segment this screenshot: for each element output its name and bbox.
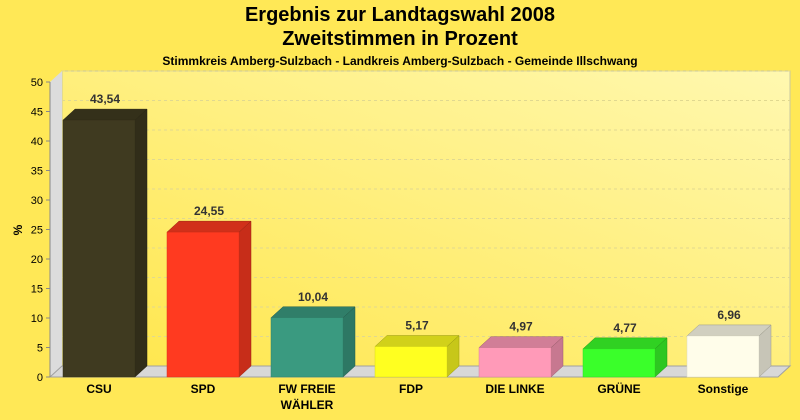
- bar-top: [582, 337, 668, 350]
- bar: [374, 346, 448, 378]
- y-tick-label: 35: [31, 166, 43, 178]
- plot-left-wall: [50, 71, 62, 377]
- y-tick-label: 40: [31, 136, 43, 148]
- value-label: 4,97: [509, 320, 533, 334]
- value-label: 24,55: [194, 204, 224, 218]
- x-tick-label: CSU: [86, 382, 111, 396]
- bar-top: [478, 336, 564, 348]
- bar-top: [62, 108, 148, 121]
- bar-side: [134, 108, 148, 378]
- x-tick-label: FW FREIE: [278, 382, 335, 396]
- bar: [686, 335, 760, 378]
- bar-top: [166, 220, 252, 233]
- y-tick-label: 15: [31, 284, 43, 296]
- value-label: 4,77: [613, 321, 637, 335]
- value-label: 43,54: [90, 92, 120, 106]
- chart-subtitle: Zweitstimmen in Prozent: [282, 28, 518, 50]
- y-tick-label: 25: [31, 225, 43, 237]
- bar-top: [686, 324, 772, 337]
- y-tick-label: 5: [37, 343, 43, 355]
- chart-title: Ergebnis zur Landtagswahl 2008: [244, 4, 556, 26]
- bar: [270, 317, 344, 378]
- x-tick-label: SPD: [191, 382, 216, 396]
- y-tick-label: 45: [31, 107, 43, 119]
- value-label: 6,96: [717, 308, 741, 322]
- x-tick-label: GRÜNE: [597, 381, 640, 396]
- value-label: 10,04: [298, 290, 328, 304]
- bar: [62, 119, 136, 378]
- y-tick-label: 50: [31, 77, 43, 89]
- bar: [582, 348, 656, 378]
- bar-top: [270, 306, 356, 319]
- y-tick-label: 0: [37, 372, 43, 384]
- value-label: 5,17: [405, 318, 429, 332]
- x-tick-label: Sonstige: [698, 382, 749, 396]
- bar-side: [342, 306, 356, 378]
- bar: [478, 347, 552, 378]
- x-tick-label: DIE LINKE: [485, 382, 544, 396]
- y-tick-label: 30: [31, 195, 43, 207]
- y-tick-label: 20: [31, 254, 43, 266]
- y-tick-label: 10: [31, 313, 43, 325]
- bar: [166, 231, 240, 378]
- bar-top: [374, 335, 460, 347]
- bar-side: [238, 220, 252, 378]
- chart-caption: Stimmkreis Amberg-Sulzbach - Landkreis A…: [162, 54, 638, 68]
- y-axis-label: %: [11, 224, 25, 235]
- x-tick-label: WÄHLER: [281, 397, 334, 412]
- x-tick-label: FDP: [399, 382, 423, 396]
